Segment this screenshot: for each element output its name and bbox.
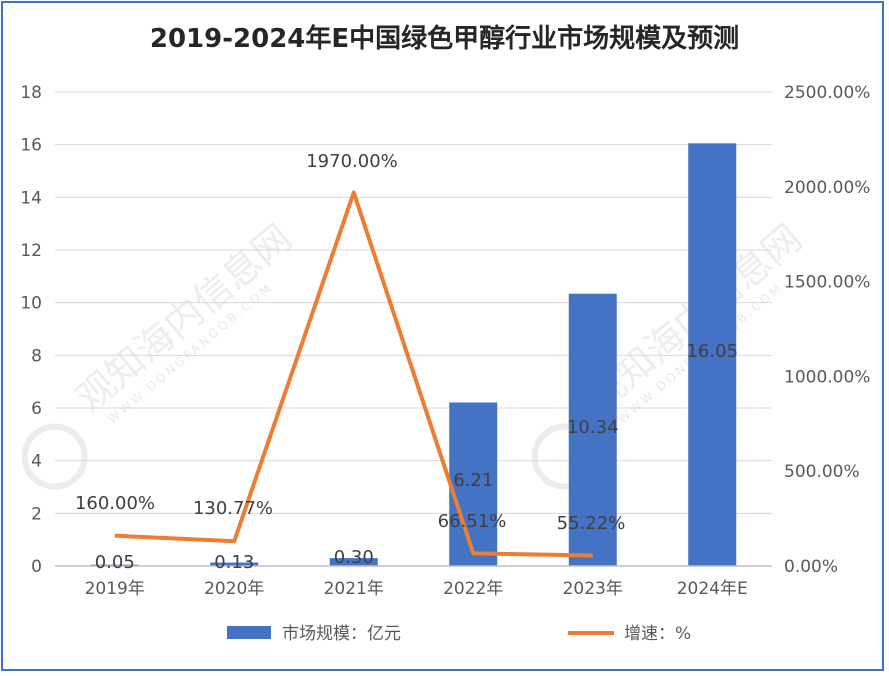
bar-label: 6.21: [453, 470, 493, 491]
y-left-tick: 6: [31, 399, 42, 419]
bar: [329, 558, 378, 566]
legend: 市场规模：亿元 增速：%: [227, 624, 691, 644]
bar: [688, 143, 737, 566]
y-left-tick: 4: [31, 452, 42, 472]
legend-label-line: 增速：%: [624, 624, 691, 644]
bar-label: 0.05: [95, 552, 135, 573]
line-label: 55.22%: [557, 513, 626, 534]
line-series: [114, 190, 593, 558]
y-right-tick: 1000.00%: [784, 367, 870, 387]
growth-line: [114, 190, 593, 558]
y-left-tick: 2: [31, 504, 42, 524]
y-left-tick: 0: [31, 557, 42, 577]
bar-series: [90, 143, 737, 566]
legend-label-bar: 市场规模：亿元: [282, 624, 401, 644]
y-left-tick: 14: [20, 188, 42, 208]
x-tick: 2023年: [563, 579, 623, 599]
chart-title: 2019-2024年E中国绿色甲醇行业市场规模及预测: [149, 24, 740, 54]
y-right-tick: 2500.00%: [784, 83, 870, 103]
bar-label: 16.05: [686, 341, 738, 362]
data-labels: 0.05 0.13 0.30 6.21 10.34 16.05 160.00% 130.77%…: [75, 151, 738, 573]
y-left-tick: 8: [31, 346, 42, 366]
legend-swatch-bar: [227, 626, 271, 639]
bar-label: 0.13: [214, 552, 254, 573]
x-tick: 2024年E: [677, 579, 748, 599]
x-tick: 2020年: [204, 579, 264, 599]
bar-label: 0.30: [334, 547, 374, 568]
y-left-tick: 10: [20, 294, 42, 314]
x-tick: 2019年: [85, 579, 145, 599]
bar: [210, 562, 259, 566]
bar: [568, 293, 617, 566]
y-right-tick: 0.00%: [784, 557, 838, 577]
x-tick: 2022年: [443, 579, 503, 599]
svg-text:观知海内信息网: 观知海内信息网: [68, 216, 300, 421]
y-left-tick: 18: [20, 83, 42, 103]
x-tick: 2021年: [324, 579, 384, 599]
bar-label: 10.34: [567, 417, 619, 438]
bar: [449, 402, 498, 566]
line-label: 160.00%: [75, 493, 155, 514]
y-right-tick: 2000.00%: [784, 178, 870, 198]
y-left-tick: 16: [20, 136, 42, 156]
axes: 0 2 4 6 8 10 12 14 16 18 0.00% 500.00% 1000.00% 1500.…: [20, 83, 870, 599]
y-right-tick: 500.00%: [784, 462, 860, 482]
y-left-tick: 12: [20, 241, 42, 261]
line-label: 1970.00%: [306, 151, 398, 172]
line-label: 130.77%: [193, 498, 273, 519]
y-right-tick: 1500.00%: [784, 273, 870, 293]
line-label: 66.51%: [438, 511, 507, 532]
